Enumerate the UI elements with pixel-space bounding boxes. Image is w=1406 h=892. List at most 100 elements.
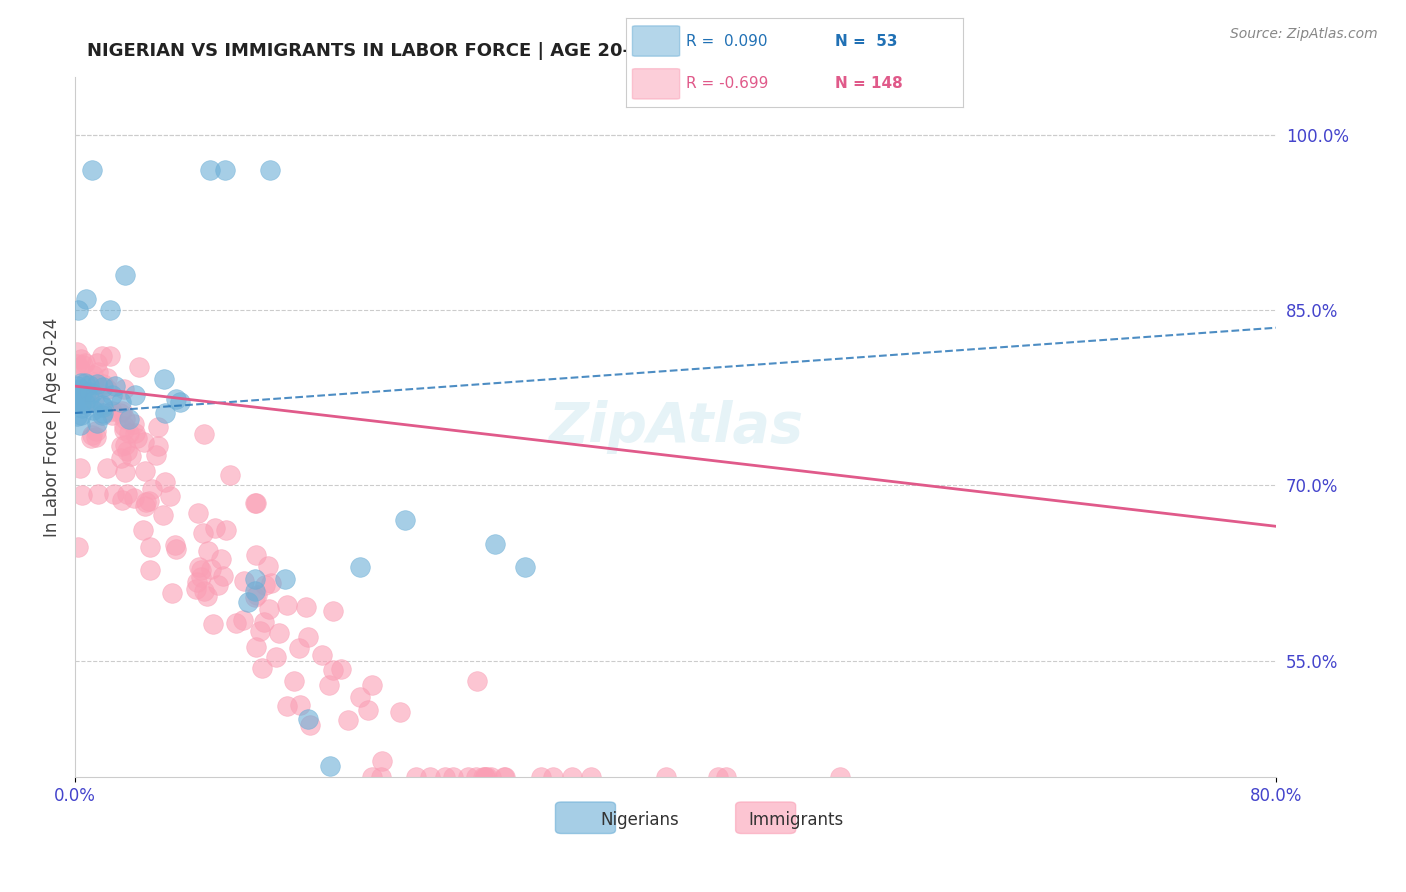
Point: [465, 673, 488, 688]
Point: [655, 771, 678, 785]
Point: [93, 401, 115, 415]
Point: [479, 771, 502, 785]
Point: [329, 661, 352, 675]
Point: [98, 303, 121, 318]
Y-axis label: In Labor Force | Age 20-24: In Labor Force | Age 20-24: [44, 318, 60, 537]
Point: [441, 771, 464, 785]
Point: [714, 771, 737, 785]
Point: [146, 438, 169, 452]
Point: [145, 448, 167, 462]
Point: [274, 572, 297, 586]
Point: [96, 371, 118, 385]
Point: [110, 439, 132, 453]
Point: [246, 588, 269, 602]
Point: [79, 385, 101, 400]
Point: [138, 493, 160, 508]
Point: [419, 771, 441, 785]
Point: [87, 365, 110, 379]
Point: [91, 408, 114, 422]
Point: [65, 393, 87, 408]
Point: [254, 578, 277, 592]
Point: [191, 526, 214, 541]
Point: [187, 506, 209, 520]
Point: [243, 583, 266, 598]
FancyBboxPatch shape: [633, 26, 679, 56]
Point: [169, 395, 191, 409]
Point: [257, 559, 280, 574]
Point: [200, 561, 222, 575]
Point: [155, 406, 177, 420]
Point: [80, 431, 103, 445]
Point: [298, 718, 321, 732]
Point: [82, 402, 104, 417]
Point: [494, 771, 516, 785]
Point: [243, 572, 266, 586]
Point: [70, 487, 93, 501]
Point: [124, 417, 146, 432]
Text: Source: ZipAtlas.com: Source: ZipAtlas.com: [1230, 27, 1378, 41]
Point: [828, 771, 851, 785]
Point: [112, 382, 135, 396]
Point: [91, 377, 114, 392]
Point: [165, 538, 187, 552]
Point: [153, 372, 176, 386]
Point: [318, 678, 340, 692]
Point: [295, 600, 318, 615]
Point: [276, 698, 298, 713]
Point: [103, 487, 125, 501]
Text: R = -0.699: R = -0.699: [686, 77, 769, 91]
Text: R =  0.090: R = 0.090: [686, 34, 768, 48]
Point: [707, 771, 730, 785]
Point: [139, 540, 162, 554]
Text: NIGERIAN VS IMMIGRANTS IN LABOR FORCE | AGE 20-24 CORRELATION CHART: NIGERIAN VS IMMIGRANTS IN LABOR FORCE | …: [87, 42, 876, 60]
Point: [212, 568, 235, 582]
Point: [349, 560, 371, 574]
Point: [110, 404, 132, 418]
Point: [69, 361, 91, 376]
Point: [202, 617, 225, 632]
Point: [283, 673, 305, 688]
Point: [250, 661, 273, 675]
Point: [114, 268, 136, 282]
Point: [86, 416, 108, 430]
Point: [135, 495, 157, 509]
Point: [474, 771, 496, 785]
Point: [82, 163, 104, 178]
Point: [259, 163, 281, 178]
Point: [209, 552, 232, 566]
Point: [579, 771, 602, 785]
Point: [515, 560, 537, 574]
Point: [67, 303, 90, 318]
Point: [162, 586, 184, 600]
Point: [215, 523, 238, 537]
Point: [193, 583, 215, 598]
Point: [65, 392, 87, 407]
Text: N =  53: N = 53: [835, 34, 897, 48]
Point: [114, 466, 136, 480]
Point: [125, 431, 148, 445]
Point: [187, 560, 209, 574]
Point: [465, 771, 488, 785]
Point: [84, 430, 107, 444]
Point: [232, 614, 254, 628]
Point: [114, 438, 136, 452]
Point: [249, 624, 271, 638]
Point: [69, 388, 91, 402]
Point: [370, 770, 392, 784]
Text: ZipAtlas: ZipAtlas: [548, 400, 803, 454]
Point: [101, 388, 124, 402]
Point: [69, 461, 91, 475]
Point: [103, 379, 125, 393]
Point: [471, 771, 494, 785]
Point: [361, 771, 384, 785]
Point: [66, 344, 89, 359]
Point: [65, 357, 87, 371]
Point: [484, 537, 506, 551]
Point: [405, 771, 427, 785]
Point: [165, 392, 187, 406]
Point: [69, 351, 91, 366]
Point: [128, 360, 150, 375]
Point: [245, 548, 267, 562]
Point: [91, 398, 114, 412]
Point: [112, 419, 135, 434]
